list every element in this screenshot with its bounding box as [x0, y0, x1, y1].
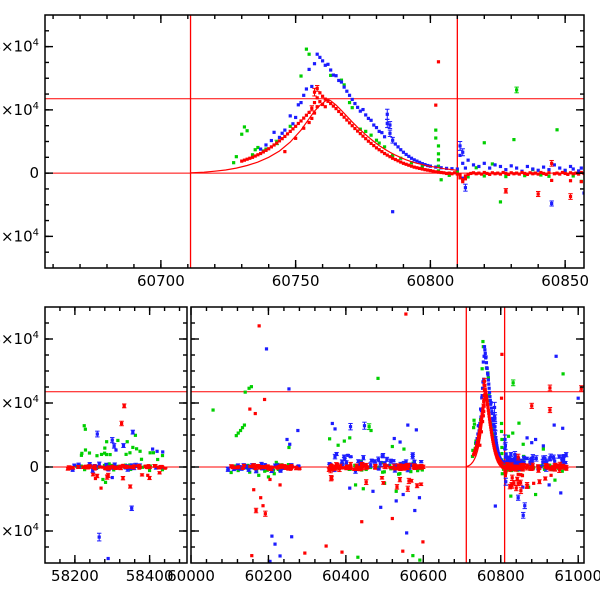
- top-panel-y-tick-labels: 4×104 2×104 0 -2×104: [0, 38, 39, 246]
- bottom-right-box-series-green: [211, 339, 567, 562]
- bottom-right-box-frame: [190, 306, 585, 564]
- top-panel-frame: [44, 14, 585, 269]
- bottom-left-box-ticks: [45, 307, 187, 563]
- svg-text:4×104: 4×104: [0, 38, 39, 56]
- top-panel-x-tick-labels: 60700 60750 60800 60850: [137, 272, 589, 290]
- bottom-left-box-reference-lines: [45, 391, 187, 468]
- top-panel-ticks: [45, 15, 584, 268]
- svg-text:60000: 60000: [167, 567, 215, 585]
- svg-text:60800: 60800: [407, 272, 455, 290]
- svg-text:2×104: 2×104: [0, 394, 39, 412]
- svg-text:60750: 60750: [272, 272, 320, 290]
- top-panel-series-green: [232, 47, 583, 204]
- svg-text:60700: 60700: [137, 272, 185, 290]
- bottom-left-box: 58200 58400 4×104 2×104 0 -2×104: [0, 306, 188, 585]
- svg-text:60800: 60800: [477, 567, 525, 585]
- bottom-right-box-series-red: [228, 312, 584, 558]
- svg-text:0: 0: [29, 164, 39, 182]
- bottom-right-box-reference-lines: [191, 307, 584, 563]
- svg-text:60850: 60850: [541, 272, 589, 290]
- svg-text:60200: 60200: [245, 567, 293, 585]
- bottom-left-box-data-area: [45, 391, 187, 561]
- bottom-right-box-model-curve: [466, 392, 505, 468]
- svg-text:4×104: 4×104: [0, 330, 39, 348]
- svg-text:61000: 61000: [554, 567, 600, 585]
- top-panel-series-blue: [259, 52, 584, 214]
- bottom-left-box-x-tick-labels: 58200 58400: [51, 567, 173, 585]
- top-panel: 60700 60750 60800 60850 4×104 2×104 0 -2×104: [0, 14, 589, 290]
- top-panel-series-red: [240, 60, 584, 200]
- top-panel-reference-lines: [45, 15, 584, 268]
- top-panel-model-curve: [190, 98, 458, 174]
- svg-text:0: 0: [29, 458, 39, 476]
- top-panel-data-area: [45, 15, 584, 268]
- svg-text:-2×104: -2×104: [0, 522, 39, 540]
- svg-text:2×104: 2×104: [0, 101, 39, 119]
- bottom-right-box: 60000 60200 60400 60600 60800 61000: [167, 306, 600, 585]
- svg-text:60600: 60600: [399, 567, 447, 585]
- bottom-right-box-ticks: [190, 307, 584, 563]
- bottom-left-box-y-tick-labels: 4×104 2×104 0 -2×104: [0, 330, 39, 540]
- svg-text:58400: 58400: [126, 567, 174, 585]
- svg-text:60400: 60400: [322, 567, 370, 585]
- bottom-right-box-x-tick-labels: 60000 60200 60400 60600 60800 61000: [167, 567, 600, 585]
- svg-text:-2×104: -2×104: [0, 227, 39, 245]
- svg-text:58200: 58200: [51, 567, 99, 585]
- bottom-left-box-series-green: [70, 424, 165, 484]
- bottom-left-box-series-red: [65, 403, 168, 490]
- bottom-left-box-frame: [44, 306, 188, 564]
- bottom-right-box-data-area: [191, 307, 584, 563]
- bottom-right-box-series-blue: [225, 345, 580, 563]
